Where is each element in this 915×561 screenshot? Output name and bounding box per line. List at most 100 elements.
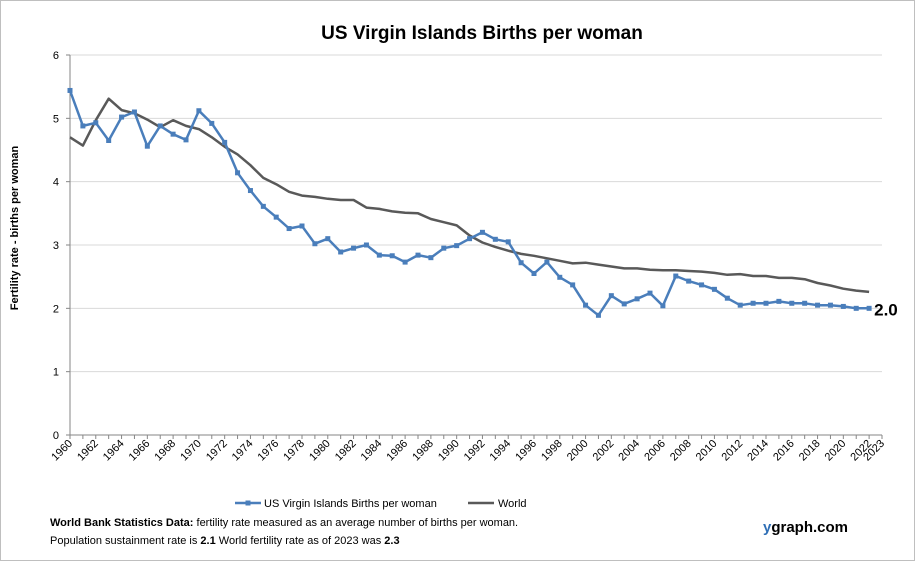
footnote-world-value: 2.3 [384, 535, 400, 547]
data-point [196, 108, 202, 114]
x-tick-label: 1962 [75, 438, 101, 464]
x-tick-label: 1990 [436, 438, 462, 464]
x-tick-label: 1964 [101, 438, 127, 464]
data-point [750, 300, 756, 306]
y-tick-label: 3 [53, 240, 59, 252]
data-point [376, 252, 382, 258]
data-point [338, 249, 344, 255]
footnote-line-2: Population sustainment rate is 2.1 World… [50, 535, 400, 547]
data-point [428, 255, 434, 261]
data-point [454, 243, 460, 249]
data-point [789, 300, 795, 306]
data-point [711, 286, 717, 292]
data-point [312, 241, 318, 247]
legend-marker [245, 500, 251, 506]
data-point [260, 203, 266, 209]
x-tick-label: 1996 [513, 438, 539, 464]
legend-item-us-virgin-islands: US Virgin Islands Births per woman [235, 498, 437, 510]
data-point [235, 170, 241, 176]
brand-y: y [763, 519, 772, 536]
data-point [505, 239, 511, 245]
series-line-us-virgin-islands [68, 90, 870, 317]
data-point [840, 303, 846, 309]
data-point [570, 282, 576, 288]
data-point [247, 188, 253, 194]
data-point [776, 298, 782, 304]
data-point [815, 302, 821, 308]
x-tick-label: 1986 [384, 438, 410, 464]
x-tick-label: 1998 [539, 438, 565, 464]
data-point [492, 236, 498, 242]
data-point [608, 293, 614, 299]
x-tick-label: 1974 [230, 438, 256, 464]
data-point [531, 271, 537, 276]
data-point [557, 274, 563, 280]
data-point [80, 123, 86, 129]
data-point [222, 139, 228, 145]
data-point [647, 290, 653, 296]
data-point [634, 296, 640, 302]
data-point [389, 253, 395, 259]
y-tick-label: 4 [53, 177, 59, 189]
x-tick-label: 2006 [642, 438, 668, 464]
data-point [441, 245, 447, 251]
x-tick-label: 1976 [256, 438, 282, 464]
x-tick-label: 1980 [307, 438, 333, 464]
data-point [763, 300, 769, 306]
x-tick-label: 1992 [462, 438, 488, 464]
x-tick-label: 1970 [178, 438, 204, 464]
data-point [170, 131, 176, 137]
x-tick-label: 2002 [591, 438, 617, 464]
series-line-world [69, 97, 870, 294]
data-point [144, 143, 150, 149]
x-tick-label: 2016 [771, 438, 797, 464]
y-tick-label: 2 [53, 303, 59, 315]
x-tick-label: 2008 [668, 438, 694, 464]
footnote-line-1: World Bank Statistics Data: fertility ra… [50, 517, 518, 529]
x-tick-label: 1978 [281, 438, 307, 464]
x-tick-label: 2000 [565, 438, 591, 464]
data-point [479, 229, 485, 235]
data-point [827, 302, 833, 308]
data-point [595, 312, 601, 318]
data-point [157, 123, 163, 129]
x-tick-label: 1988 [410, 438, 436, 464]
data-point [699, 282, 705, 288]
data-point [853, 305, 859, 311]
footnote-sustainment-text: Population sustainment rate is [50, 535, 201, 547]
data-point [866, 305, 872, 311]
data-point [802, 300, 808, 306]
x-tick-label: 2020 [823, 438, 849, 464]
x-tick-label: 1968 [152, 438, 178, 464]
data-point [544, 259, 550, 265]
data-point [183, 137, 189, 143]
x-tick-label: 1994 [488, 438, 514, 464]
chart-title: US Virgin Islands Births per woman [321, 23, 643, 44]
brand-logo[interactable]: ygraph.com [763, 519, 848, 536]
data-point [299, 223, 305, 229]
data-point [273, 214, 279, 220]
footnote-description: fertility rate measured as an average nu… [193, 517, 519, 529]
data-point [363, 242, 369, 248]
x-tick-label: 2012 [720, 438, 746, 464]
y-axis-label: Fertility rate - births per woman [9, 146, 21, 311]
data-point [724, 295, 730, 301]
end-value-label: 2.0 [874, 300, 898, 319]
data-point [119, 114, 125, 120]
data-point [325, 236, 331, 242]
data-point [673, 273, 679, 279]
x-tick-label: 1966 [127, 438, 153, 464]
x-tick-label: 2004 [616, 438, 642, 464]
data-point [583, 302, 589, 308]
footnote-world-text: World fertility rate as of 2023 was [215, 535, 385, 547]
data-point [686, 278, 692, 284]
data-point [286, 226, 292, 232]
data-point [402, 259, 408, 265]
data-point [467, 236, 473, 242]
data-point [518, 260, 524, 266]
legend-label: US Virgin Islands Births per woman [264, 498, 437, 510]
y-tick-label: 1 [53, 367, 59, 379]
data-point [415, 252, 421, 258]
data-point [131, 109, 137, 115]
